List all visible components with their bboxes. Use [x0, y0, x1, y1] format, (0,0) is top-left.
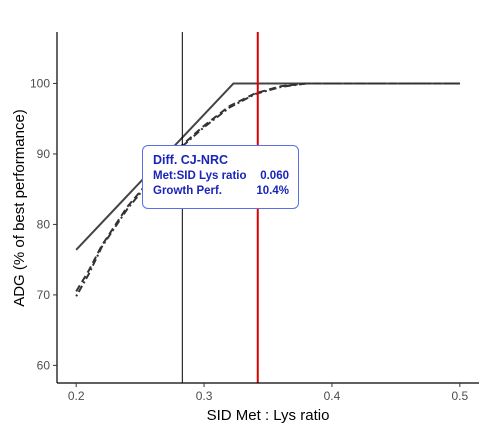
- annotation-growth-label: Growth Perf.: [153, 185, 223, 197]
- x-tick-label: 0.4: [324, 389, 341, 403]
- annotation-growth-value: 10.4%: [256, 185, 289, 197]
- difference-annotation-box: Diff. CJ-NRC Met:SID Lys ratio 0.060 Gro…: [142, 145, 299, 209]
- annotation-row-growth: Growth Perf. 10.4%: [153, 184, 289, 199]
- y-tick-label: 60: [37, 358, 51, 372]
- annotation-ratio-label: Met:SID Lys ratio: [153, 170, 247, 182]
- annotation-title: Diff. CJ-NRC: [153, 153, 228, 167]
- annotation-ratio-value: 0.060: [260, 170, 289, 182]
- y-tick-label: 100: [30, 76, 50, 90]
- annotation-row-ratio: Met:SID Lys ratio 0.060: [153, 169, 289, 184]
- x-tick-label: 0.3: [196, 389, 213, 403]
- y-tick-label: 70: [37, 288, 51, 302]
- x-tick-label: 0.5: [451, 389, 468, 403]
- y-tick-label: 90: [37, 147, 51, 161]
- x-axis-title: SID Met : Lys ratio: [207, 407, 330, 424]
- x-tick-label: 0.2: [68, 389, 85, 403]
- y-tick-label: 80: [37, 217, 51, 231]
- y-axis-ticks: 60 70 80 90 100: [30, 76, 57, 372]
- x-axis-ticks: 0.2 0.3 0.4 0.5: [68, 383, 468, 403]
- series-line-dashed: [75, 82, 460, 292]
- y-axis-title: ADG (% of best performance): [11, 109, 28, 307]
